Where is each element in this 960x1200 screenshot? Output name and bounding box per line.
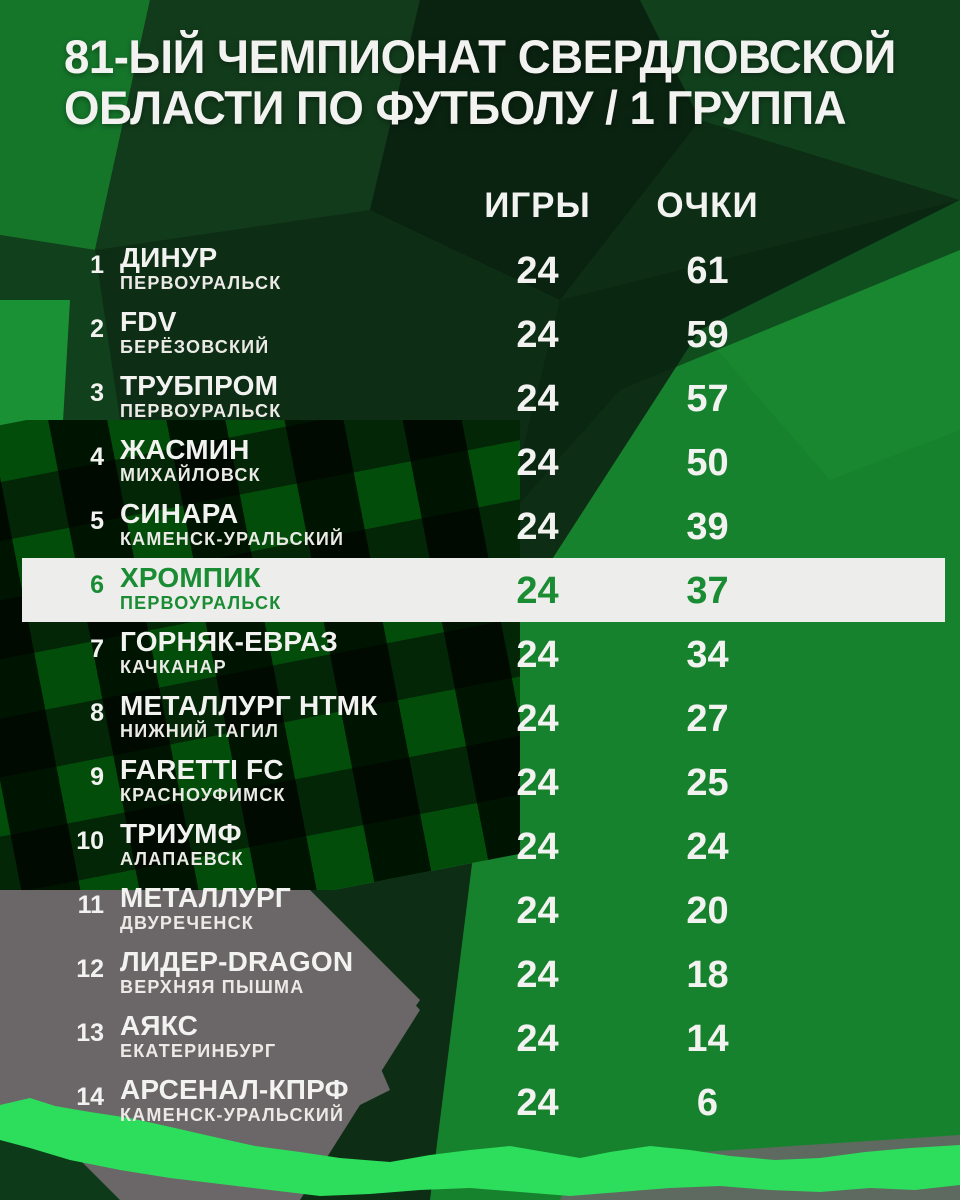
row-team-city: НИЖНИЙ ТАГИЛ	[120, 721, 280, 741]
row-team-city: КАМЕНСК-УРАЛЬСКИЙ	[120, 529, 345, 549]
row-rank: 8	[90, 699, 104, 727]
row-points: 14	[686, 1018, 729, 1060]
row-rank: 9	[90, 763, 104, 791]
bg-shape-topleft-2	[95, 0, 420, 250]
row-games-played: 24	[516, 762, 559, 804]
row-team-city: ВЕРХНЯЯ ПЫШМА	[120, 977, 305, 997]
row-points: 18	[686, 954, 729, 996]
row-team-name: FARETTI FC	[120, 754, 284, 785]
row-games-played: 24	[516, 506, 559, 548]
table-row-4[interactable]: 4 ЖАСМИН МИХАЙЛОВСК 24 50	[0, 432, 960, 496]
row-team-name: МЕТАЛЛУРГ НТМК	[120, 690, 378, 721]
table-row-9[interactable]: 9 FARETTI FC КРАСНОУФИМСК 24 25	[0, 752, 960, 816]
row-games-played: 24	[516, 314, 559, 356]
row-team-city: ПЕРВОУРАЛЬСК	[120, 593, 282, 613]
row-points: 61	[686, 250, 729, 292]
table-row-7[interactable]: 7 ГОРНЯК-ЕВРАЗ КАЧКАНАР 24 34	[0, 624, 960, 688]
row-points: 57	[686, 378, 729, 420]
row-team-name: FDV	[120, 306, 177, 337]
row-rank: 10	[76, 827, 104, 855]
row-team-city: ПЕРВОУРАЛЬСК	[120, 273, 282, 293]
row-games-played: 24	[516, 698, 559, 740]
page-title: 81-ЫЙ ЧЕМПИОНАТ СВЕРДЛОВСКОЙ ОБЛАСТИ ПО …	[64, 30, 896, 134]
bg-bright-green-strip	[0, 1098, 960, 1196]
row-rank: 4	[90, 443, 104, 471]
row-rank: 11	[77, 891, 104, 919]
row-rank: 2	[90, 315, 104, 343]
row-points: 39	[686, 506, 729, 548]
row-games-played: 24	[516, 378, 559, 420]
table-row-3[interactable]: 3 ТРУБПРОМ ПЕРВОУРАЛЬСК 24 57	[0, 368, 960, 432]
row-team-city: КРАСНОУФИМСК	[120, 785, 286, 805]
column-header-games: ИГРЫ	[484, 186, 591, 225]
row-rank: 6	[90, 571, 104, 599]
row-team-name: АЯКС	[120, 1010, 199, 1041]
row-team-name: МЕТАЛЛУРГ	[120, 882, 291, 913]
row-rank: 1	[90, 251, 104, 279]
row-team-name: СИНАРА	[120, 498, 239, 529]
row-games-played: 24	[516, 1018, 559, 1060]
table-row-2[interactable]: 2 FDV БЕРЁЗОВСКИЙ 24 59	[0, 304, 960, 368]
row-team-city: АЛАПАЕВСК	[120, 849, 244, 869]
table-row-10[interactable]: 10 ТРИУМФ АЛАПАЕВСК 24 24	[0, 816, 960, 880]
row-rank: 3	[90, 379, 104, 407]
row-team-name: ХРОМПИК	[120, 562, 261, 593]
row-points: 27	[686, 698, 729, 740]
row-team-name: ГОРНЯК-ЕВРАЗ	[120, 626, 338, 657]
row-games-played: 24	[516, 634, 559, 676]
bg-shape-topmid	[370, 0, 700, 300]
table-row-14[interactable]: 14 АРСЕНАЛ-КПРФ КАМЕНСК-УРАЛЬСКИЙ 24 6	[0, 1072, 960, 1136]
row-team-name: ТРИУМФ	[120, 818, 242, 849]
row-points: 25	[686, 762, 729, 804]
row-team-city: МИХАЙЛОВСК	[120, 465, 261, 485]
table-row-1[interactable]: 1 ДИНУР ПЕРВОУРАЛЬСК 24 61	[0, 240, 960, 304]
row-team-city: КАМЕНСК-УРАЛЬСКИЙ	[120, 1105, 345, 1125]
row-rank: 14	[76, 1083, 104, 1111]
row-games-played: 24	[516, 1082, 559, 1124]
row-games-played: 24	[516, 570, 559, 612]
row-games-played: 24	[516, 250, 559, 292]
row-points: 24	[686, 826, 729, 868]
bg-shape-topleft-1	[0, 0, 150, 250]
row-points: 37	[686, 570, 729, 612]
row-rank: 7	[90, 635, 104, 663]
column-header-points: ОЧКИ	[656, 186, 759, 225]
bg-shape-diag	[505, 200, 960, 520]
row-games-played: 24	[516, 826, 559, 868]
row-points: 6	[696, 1082, 719, 1124]
row-points: 50	[686, 442, 729, 484]
row-points: 34	[686, 634, 729, 676]
row-rank: 13	[76, 1019, 104, 1047]
bg-shape-topright	[640, 0, 960, 200]
row-rank: 5	[90, 507, 104, 535]
row-team-name: ДИНУР	[120, 242, 218, 273]
table-row-11[interactable]: 11 МЕТАЛЛУРГ ДВУРЕЧЕНСК 24 20	[0, 880, 960, 944]
row-team-name: ЖАСМИН	[120, 434, 250, 465]
row-rank: 12	[76, 955, 104, 983]
row-games-played: 24	[516, 442, 559, 484]
row-team-name: АРСЕНАЛ-КПРФ	[120, 1074, 349, 1105]
table-row-6[interactable]: 6 ХРОМПИК ПЕРВОУРАЛЬСК 24 37	[0, 558, 960, 624]
row-points: 59	[686, 314, 729, 356]
row-team-city: ЕКАТЕРИНБУРГ	[120, 1041, 277, 1061]
row-team-name: ТРУБПРОМ	[120, 370, 279, 401]
table-row-8[interactable]: 8 МЕТАЛЛУРГ НТМК НИЖНИЙ ТАГИЛ 24 27	[0, 688, 960, 752]
standings-table: 1 ДИНУР ПЕРВОУРАЛЬСК 24 61 2 FDV БЕРЁЗОВ…	[0, 240, 960, 1136]
row-team-city: КАЧКАНАР	[120, 657, 227, 677]
row-games-played: 24	[516, 890, 559, 932]
table-row-12[interactable]: 12 ЛИДЕР-DRAGON ВЕРХНЯЯ ПЫШМА 24 18	[0, 944, 960, 1008]
row-team-city: ДВУРЕЧЕНСК	[120, 913, 254, 933]
row-team-name: ЛИДЕР-DRAGON	[120, 946, 354, 977]
table-row-13[interactable]: 13 АЯКС ЕКАТЕРИНБУРГ 24 14	[0, 1008, 960, 1072]
row-games-played: 24	[516, 954, 559, 996]
row-points: 20	[686, 890, 729, 932]
row-team-city: БЕРЁЗОВСКИЙ	[120, 337, 270, 357]
row-team-city: ПЕРВОУРАЛЬСК	[120, 401, 282, 421]
table-row-5[interactable]: 5 СИНАРА КАМЕНСК-УРАЛЬСКИЙ 24 39	[0, 496, 960, 560]
